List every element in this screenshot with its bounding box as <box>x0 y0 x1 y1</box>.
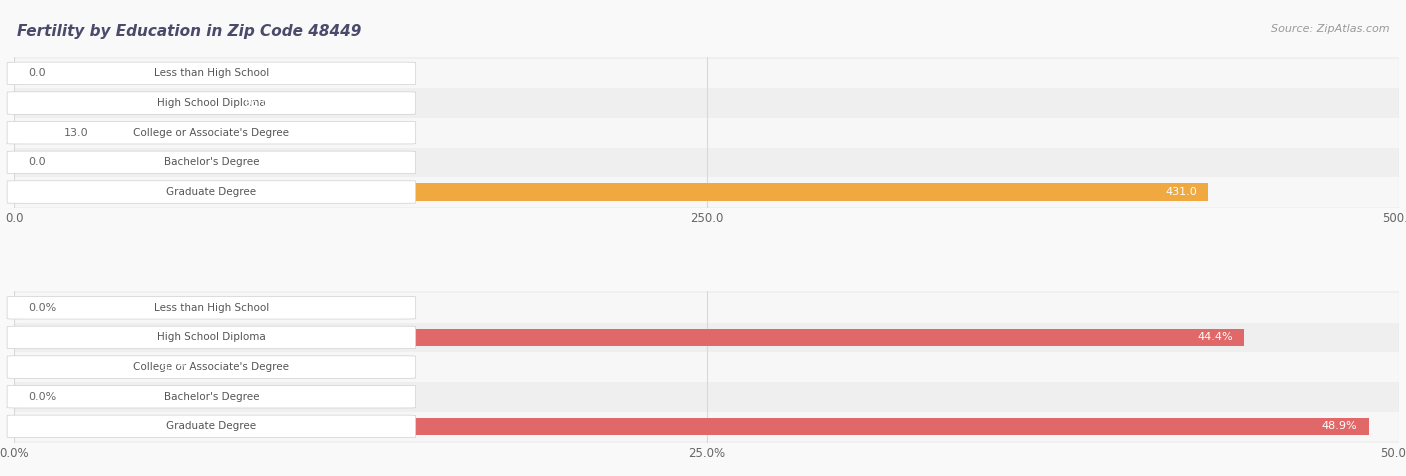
Bar <box>14 124 51 141</box>
FancyBboxPatch shape <box>7 92 416 114</box>
Bar <box>14 183 1208 200</box>
Text: High School Diploma: High School Diploma <box>157 98 266 108</box>
Bar <box>14 412 1399 441</box>
FancyBboxPatch shape <box>7 386 416 408</box>
Bar <box>14 88 1399 118</box>
Text: 44.4%: 44.4% <box>1197 332 1233 342</box>
FancyBboxPatch shape <box>7 151 416 174</box>
FancyBboxPatch shape <box>7 62 416 85</box>
Bar <box>14 352 1399 382</box>
Bar <box>14 323 1399 352</box>
Text: 6.7%: 6.7% <box>160 362 188 372</box>
Bar <box>14 329 1244 346</box>
Text: Fertility by Education in Zip Code 48449: Fertility by Education in Zip Code 48449 <box>17 24 361 39</box>
Bar <box>14 177 1399 207</box>
Text: College or Associate's Degree: College or Associate's Degree <box>134 128 290 138</box>
Bar <box>14 358 200 376</box>
Text: 0.0%: 0.0% <box>28 392 56 402</box>
Text: Graduate Degree: Graduate Degree <box>166 187 256 197</box>
Text: Source: ZipAtlas.com: Source: ZipAtlas.com <box>1271 24 1389 34</box>
FancyBboxPatch shape <box>7 181 416 203</box>
Text: High School Diploma: High School Diploma <box>157 332 266 342</box>
FancyBboxPatch shape <box>7 326 416 349</box>
Bar <box>14 382 1399 412</box>
Text: 0.0%: 0.0% <box>28 303 56 313</box>
Text: 96.0: 96.0 <box>245 98 269 108</box>
Bar <box>14 148 1399 177</box>
Text: Bachelor's Degree: Bachelor's Degree <box>163 158 259 168</box>
Text: 431.0: 431.0 <box>1166 187 1197 197</box>
Text: Less than High School: Less than High School <box>153 69 269 79</box>
Bar <box>14 118 1399 148</box>
Text: 0.0: 0.0 <box>28 69 45 79</box>
Text: Bachelor's Degree: Bachelor's Degree <box>163 392 259 402</box>
Bar <box>14 94 280 112</box>
FancyBboxPatch shape <box>7 297 416 319</box>
Text: College or Associate's Degree: College or Associate's Degree <box>134 362 290 372</box>
Text: 0.0: 0.0 <box>28 158 45 168</box>
Text: Less than High School: Less than High School <box>153 303 269 313</box>
Text: 48.9%: 48.9% <box>1322 421 1357 431</box>
Bar <box>14 293 1399 323</box>
Bar <box>14 418 1368 435</box>
Text: Graduate Degree: Graduate Degree <box>166 421 256 431</box>
Text: 13.0: 13.0 <box>63 128 89 138</box>
Bar <box>14 59 1399 88</box>
FancyBboxPatch shape <box>7 121 416 144</box>
FancyBboxPatch shape <box>7 356 416 378</box>
FancyBboxPatch shape <box>7 415 416 437</box>
